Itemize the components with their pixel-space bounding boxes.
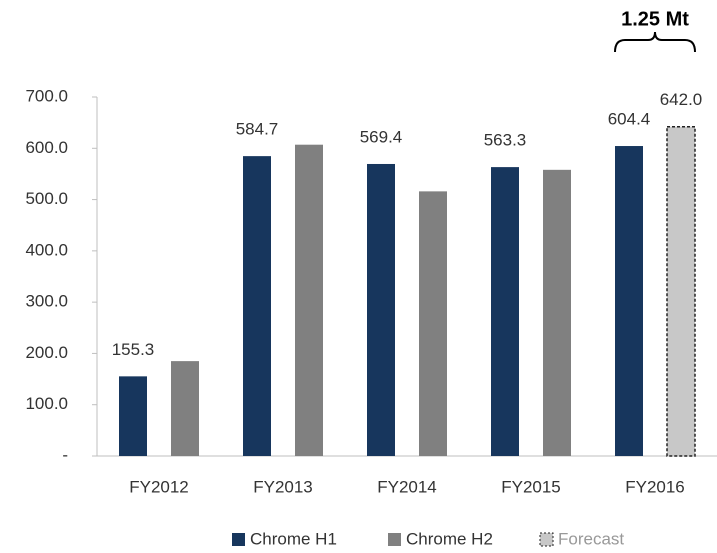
bar [615,146,643,456]
bar [543,169,571,456]
data-label: 584.7 [236,120,279,139]
x-tick-label: FY2012 [129,477,189,496]
x-tick-label: FY2015 [501,477,561,496]
legend-label: Chrome H1 [250,529,337,548]
annotation: 1.25 Mt [621,8,689,30]
y-tick-label: 400.0 [25,240,68,259]
y-tick-label: - [62,445,68,464]
x-tick-label: FY2013 [253,477,313,496]
bar [171,361,199,456]
y-tick-label: 100.0 [25,394,68,413]
x-tick-label: FY2016 [625,477,685,496]
bar [295,144,323,456]
data-label: 642.0 [660,90,703,109]
legend-label: Chrome H2 [406,529,493,548]
y-tick-label: 500.0 [25,189,68,208]
y-tick-label: 300.0 [25,292,68,311]
bar [491,167,519,456]
bar [243,156,271,456]
legend-label: Forecast [558,529,624,548]
data-label: 563.3 [484,131,527,150]
brace [614,31,696,53]
legend-swatch [539,532,554,547]
y-tick-label: 600.0 [25,138,68,157]
bar [367,163,395,457]
legend-swatch [388,533,401,546]
x-tick-label: FY2014 [377,477,437,496]
bar [419,191,447,456]
y-tick-label: 700.0 [25,86,68,105]
data-label: 604.4 [608,110,651,129]
bar [666,125,696,457]
data-label: 155.3 [112,340,155,359]
y-tick-label: 200.0 [25,343,68,362]
data-label: 569.4 [360,127,403,146]
bar [119,376,147,456]
legend-swatch [232,533,245,546]
